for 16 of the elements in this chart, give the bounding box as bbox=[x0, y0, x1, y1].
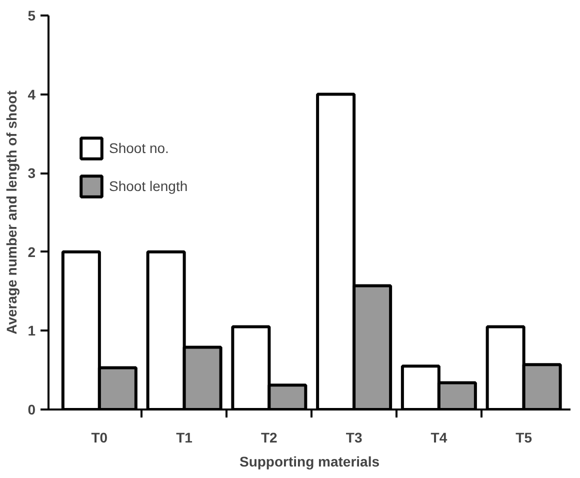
y-tick-label: 0 bbox=[28, 402, 36, 418]
legend-label: Shoot no. bbox=[109, 140, 169, 156]
x-tick-label: T4 bbox=[430, 430, 448, 446]
y-tick-label: 1 bbox=[28, 322, 36, 339]
y-tick-label: 4 bbox=[28, 86, 36, 102]
y-tick-label: 5 bbox=[28, 8, 36, 24]
y-tick-label: 2 bbox=[28, 244, 36, 260]
x-axis-title: Supporting materials bbox=[239, 454, 380, 470]
x-tick-label: T5 bbox=[516, 430, 532, 446]
y-tick-label: 3 bbox=[28, 165, 36, 182]
x-tick-label: T0 bbox=[91, 430, 108, 446]
x-tick-label: T2 bbox=[261, 430, 278, 446]
x-tick-label: T1 bbox=[176, 430, 193, 446]
y-axis-title: Average number and length of shoot bbox=[4, 90, 20, 334]
legend-label: Shoot length bbox=[109, 178, 188, 194]
x-tick-label: T3 bbox=[346, 430, 362, 446]
